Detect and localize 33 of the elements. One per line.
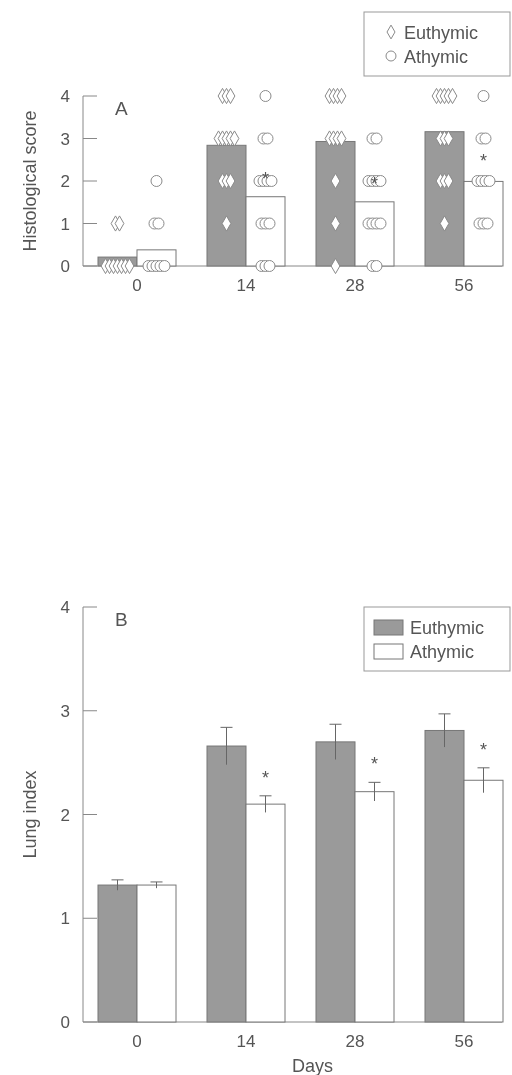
y-tick-label: 0 — [60, 1013, 70, 1032]
legend-label: Athymic — [404, 47, 469, 67]
y-tick-label: 4 — [60, 87, 70, 106]
chart-title: B — [115, 609, 128, 630]
x-tick-label: 14 — [236, 1032, 256, 1051]
x-tick-label: 28 — [345, 276, 365, 295]
x-tick-label: 28 — [345, 1032, 365, 1051]
y-tick-label: 2 — [60, 172, 70, 191]
annotation: * — [261, 168, 270, 189]
annotation: * — [479, 739, 488, 760]
y-axis-title: Histological score — [20, 110, 40, 252]
y-tick-label: 3 — [60, 701, 70, 721]
annotation: * — [479, 150, 488, 171]
annotation: * — [370, 754, 379, 775]
annotation: * — [261, 767, 270, 788]
y-tick-label: 0 — [60, 257, 70, 276]
y-tick-label: 1 — [60, 214, 70, 234]
annotation: * — [370, 173, 379, 194]
x-tick-label: 0 — [132, 1032, 142, 1051]
x-tick-label: 0 — [132, 276, 142, 295]
x-axis-title: Days — [291, 1056, 334, 1075]
y-tick-label: 2 — [60, 805, 70, 825]
legend-label: Athymic — [410, 642, 475, 662]
x-tick-label: 56 — [454, 276, 474, 295]
y-tick-label: 3 — [60, 129, 70, 149]
y-tick-label: 1 — [60, 909, 70, 929]
y-tick-label: 4 — [60, 598, 70, 617]
x-tick-label: 14 — [236, 276, 256, 295]
chart-title: A — [115, 98, 128, 119]
legend-label: Euthymic — [404, 23, 479, 43]
legend-label: Euthymic — [410, 618, 485, 638]
x-tick-label: 56 — [454, 1032, 474, 1051]
y-axis-title: Lung index — [20, 770, 40, 859]
